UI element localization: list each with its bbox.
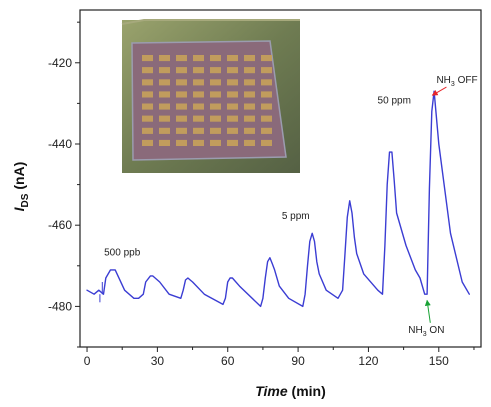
y-tick-label: -460 [48, 218, 72, 232]
inset-pad [159, 103, 170, 110]
x-tick-label: 0 [84, 354, 91, 368]
inset-pad [210, 103, 221, 110]
inset-pad [210, 55, 221, 62]
inset-pad [244, 67, 255, 74]
inset-pad [227, 91, 238, 98]
inset-pad [193, 67, 204, 74]
inset-pad [193, 55, 204, 62]
inset-pad [227, 67, 238, 74]
concentration-label: 500 ppb [104, 248, 141, 259]
inset-pad [227, 55, 238, 62]
inset-pad [244, 139, 255, 146]
inset-pad [193, 127, 204, 134]
inset-pad [227, 139, 238, 146]
inset-pad [176, 55, 187, 62]
plot-frame [79, 9, 482, 348]
y-tick-label: -440 [48, 137, 72, 151]
inset-pad [193, 103, 204, 110]
series-line [86, 90, 470, 308]
inset-pad [193, 115, 204, 122]
inset-pad [176, 139, 187, 146]
concentration-label: 5 ppm [282, 211, 310, 222]
inset-pad-grid [142, 55, 272, 146]
axes-layer [79, 9, 482, 348]
inset-pad [193, 91, 204, 98]
inset-pad [193, 79, 204, 86]
inset-pad [176, 79, 187, 86]
inset-pad [159, 127, 170, 134]
inset-pad [159, 67, 170, 74]
nh3-label: NH3 ON [408, 325, 444, 338]
inset-pad [142, 127, 153, 134]
inset-pad [210, 115, 221, 122]
ticks-layer [75, 21, 475, 352]
inset-pad [244, 91, 255, 98]
inset-pad [244, 103, 255, 110]
inset-pad [261, 91, 272, 98]
x-tick-label: 120 [358, 354, 378, 368]
inset-pad [261, 103, 272, 110]
plot-layer [86, 90, 470, 308]
inset-pad [142, 79, 153, 86]
inset-pad [159, 55, 170, 62]
inset-pad [176, 127, 187, 134]
inset-pad [176, 67, 187, 74]
inset-pad [261, 115, 272, 122]
inset-pad [142, 115, 153, 122]
inset-pad [210, 139, 221, 146]
inset-pad [176, 115, 187, 122]
annotations-layer: 500 ppb 5 ppm 50 ppm NH3 OFF NH3 ON [104, 75, 477, 338]
inset-pad [159, 79, 170, 86]
y-tick-label: -480 [48, 299, 72, 313]
inset-pad [261, 79, 272, 86]
inset-pad [261, 67, 272, 74]
inset-pad [210, 127, 221, 134]
x-axis-title: Time (min) [255, 383, 326, 399]
inset-pad [159, 91, 170, 98]
annotation-arrow [424, 299, 431, 323]
inset-pad [261, 139, 272, 146]
inset-pad [159, 139, 170, 146]
inset-pad [244, 127, 255, 134]
inset-pad [142, 103, 153, 110]
inset-pad [227, 103, 238, 110]
inset-pad [210, 79, 221, 86]
inset-pad [176, 103, 187, 110]
concentration-label: 50 ppm [378, 95, 411, 106]
inset-pad [261, 127, 272, 134]
y-tick-label: -420 [48, 56, 72, 70]
inset-pad [142, 67, 153, 74]
inset-edge [121, 19, 300, 25]
inset-pad [142, 91, 153, 98]
labels-layer: 0 30 60 90 120 150 -480 -460 -440 -420 Time (min) I… [11, 56, 449, 399]
annotation-arrow [431, 86, 447, 96]
x-tick-label: 150 [429, 354, 449, 368]
inset-pad [210, 67, 221, 74]
inset-pad [227, 115, 238, 122]
inset-pad [227, 127, 238, 134]
x-tick-label: 90 [291, 354, 305, 368]
inset-pad [244, 115, 255, 122]
inset-pad [142, 55, 153, 62]
inset-pad [244, 55, 255, 62]
inset-pad [227, 79, 238, 86]
nh3-label: NH3 OFF [436, 75, 477, 88]
y-axis-title: IDS (nA) [11, 162, 31, 212]
inset-pad [210, 91, 221, 98]
inset-pad [193, 139, 204, 146]
inset-pad [261, 55, 272, 62]
inset-pad [176, 91, 187, 98]
x-tick-label: 60 [221, 354, 235, 368]
x-tick-label: 30 [151, 354, 165, 368]
inset-pad [244, 79, 255, 86]
inset-pad [159, 115, 170, 122]
inset-photo [121, 19, 300, 173]
inset-pad [142, 139, 153, 146]
